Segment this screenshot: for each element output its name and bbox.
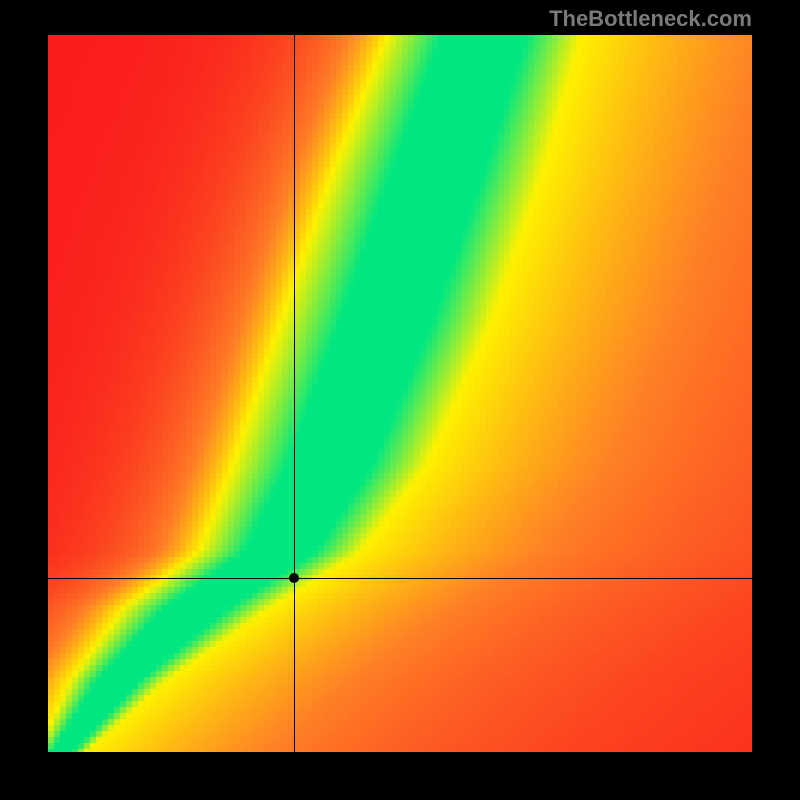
chart-container: TheBottleneck.com (0, 0, 800, 800)
watermark-text: TheBottleneck.com (549, 6, 752, 32)
crosshair-vertical (294, 35, 295, 752)
crosshair-marker (289, 573, 299, 583)
heatmap-canvas (48, 35, 752, 752)
heatmap-plot (48, 35, 752, 752)
crosshair-horizontal (48, 578, 752, 579)
